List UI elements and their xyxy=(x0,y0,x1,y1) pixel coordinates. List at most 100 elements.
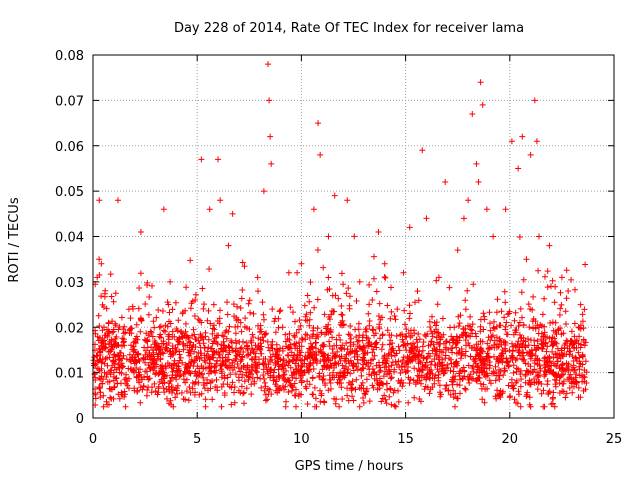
y-tick-label: 0.08 xyxy=(55,49,84,64)
data-point xyxy=(325,233,332,240)
x-tick-label: 10 xyxy=(293,432,310,447)
data-point xyxy=(267,133,274,140)
data-point xyxy=(483,206,490,213)
data-point xyxy=(406,224,413,231)
data-point xyxy=(265,61,272,68)
data-point xyxy=(121,342,128,349)
data-point xyxy=(110,369,117,376)
data-points xyxy=(90,61,590,410)
data-point xyxy=(558,274,565,281)
data-point xyxy=(533,138,540,145)
data-point xyxy=(192,297,199,304)
data-point xyxy=(144,337,151,344)
data-point xyxy=(215,156,222,163)
data-point xyxy=(337,319,344,326)
point-cloud xyxy=(90,233,590,410)
data-point xyxy=(173,346,180,353)
data-point xyxy=(344,197,351,204)
data-point xyxy=(229,210,236,217)
data-point xyxy=(210,301,217,308)
y-axis-label: ROTI / TECUs xyxy=(7,197,22,282)
data-point xyxy=(331,192,338,199)
y-tick-label: 0.03 xyxy=(55,276,84,291)
y-tick-label: 0.02 xyxy=(55,321,84,336)
data-point xyxy=(225,242,232,249)
data-point xyxy=(127,315,134,322)
data-point xyxy=(479,101,486,108)
data-point xyxy=(198,156,205,163)
data-point xyxy=(273,351,280,358)
data-point xyxy=(91,360,98,367)
data-point xyxy=(131,360,138,367)
tick-labels: 0 0.01 0.02 0.03 0.04 0.05 0.06 0.07 0.08 0 5 10 15 2… xyxy=(55,49,622,447)
data-point xyxy=(540,333,547,340)
data-point xyxy=(552,319,559,326)
data-point xyxy=(268,160,275,167)
data-point xyxy=(137,228,144,235)
data-point xyxy=(363,328,370,335)
data-point xyxy=(381,260,388,267)
data-point xyxy=(235,365,242,372)
data-point xyxy=(98,260,105,267)
data-point xyxy=(206,206,213,213)
data-point xyxy=(496,356,503,363)
data-point xyxy=(319,342,326,349)
data-point xyxy=(106,328,113,335)
data-point xyxy=(388,346,395,353)
data-point xyxy=(519,133,526,140)
data-point xyxy=(202,333,209,340)
data-point xyxy=(160,206,167,213)
data-point xyxy=(454,247,461,254)
data-point xyxy=(269,306,276,313)
data-point xyxy=(423,215,430,222)
data-point xyxy=(350,360,357,367)
x-axis-label: GPS time / hours xyxy=(295,459,404,474)
x-tick-label: 20 xyxy=(502,432,519,447)
data-point xyxy=(473,160,480,167)
data-point xyxy=(315,120,322,127)
data-point xyxy=(115,197,122,204)
data-point xyxy=(419,147,426,154)
data-point xyxy=(217,197,224,204)
data-point xyxy=(156,324,163,331)
data-point xyxy=(242,315,249,322)
axis-ticks xyxy=(92,54,615,419)
data-point xyxy=(179,310,186,317)
data-point xyxy=(248,337,255,344)
data-point xyxy=(292,360,299,367)
x-tick-label: 15 xyxy=(397,432,414,447)
data-point xyxy=(310,206,317,213)
data-point xyxy=(581,342,588,349)
data-point xyxy=(400,269,407,276)
data-point xyxy=(442,179,449,186)
data-point xyxy=(515,165,522,172)
data-point xyxy=(162,365,169,372)
data-point xyxy=(465,197,472,204)
chart-title: Day 228 of 2014, Rate Of TEC Index for r… xyxy=(174,21,524,36)
data-point xyxy=(413,346,420,353)
y-tick-label: 0.07 xyxy=(55,94,84,109)
x-tick-label: 25 xyxy=(606,432,623,447)
data-point xyxy=(394,306,401,313)
data-point xyxy=(577,301,584,308)
data-point xyxy=(508,138,515,145)
y-tick-label: 0.05 xyxy=(55,185,84,200)
x-tick-label: 0 xyxy=(89,432,97,447)
data-point xyxy=(546,242,553,249)
data-point xyxy=(266,97,273,104)
data-point xyxy=(475,179,482,186)
data-point xyxy=(523,256,530,263)
data-point xyxy=(375,228,382,235)
y-tick-label: 0.06 xyxy=(55,140,84,155)
data-point xyxy=(96,197,103,204)
y-tick-label: 0 xyxy=(76,412,84,427)
data-point xyxy=(477,79,484,86)
data-point xyxy=(356,278,363,285)
data-point xyxy=(429,333,436,340)
data-point xyxy=(185,360,192,367)
data-point xyxy=(102,356,109,363)
data-point xyxy=(369,297,376,304)
data-point xyxy=(460,215,467,222)
y-tick-label: 0.04 xyxy=(55,231,84,246)
